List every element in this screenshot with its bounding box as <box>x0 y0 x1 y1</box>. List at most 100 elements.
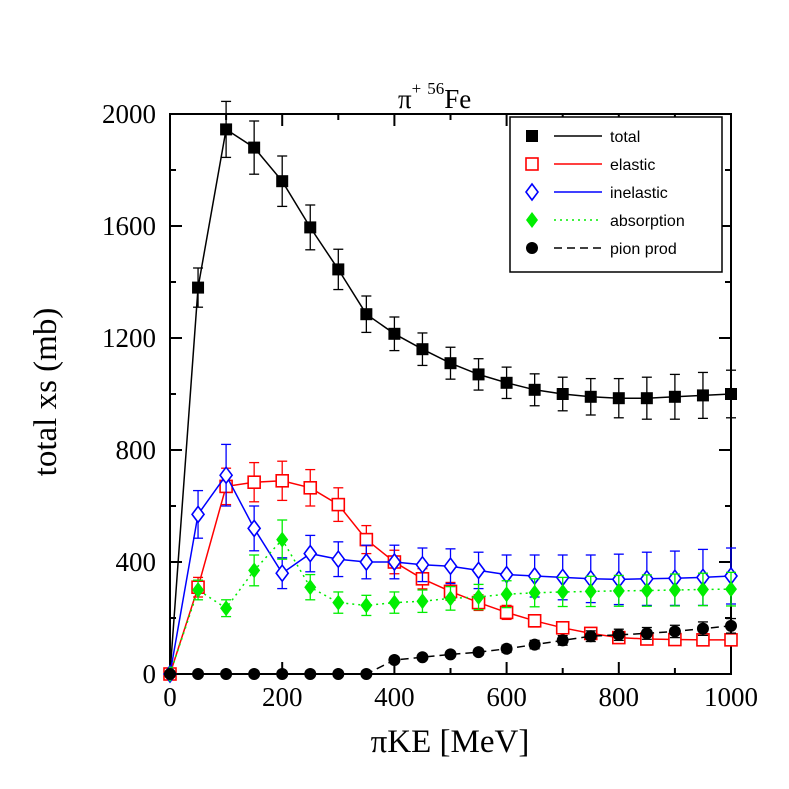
data-point-total <box>444 357 457 370</box>
x-tick-label: 600 <box>486 682 527 712</box>
data-point-absorption <box>388 594 401 611</box>
data-point-absorption <box>304 579 317 596</box>
x-tick-label: 200 <box>262 682 303 712</box>
legend-label-total: total <box>610 129 640 146</box>
data-point-total <box>556 388 569 400</box>
data-point-inelastic <box>443 556 458 576</box>
y-axis-label: total xs (mb) <box>28 308 64 477</box>
series-layer <box>163 100 738 684</box>
data-point-total <box>388 327 401 340</box>
data-point-total <box>304 221 317 234</box>
legend-item-absorption: absorption <box>526 212 685 230</box>
data-point-elastic <box>555 620 570 635</box>
y-tick-label: 1600 <box>102 211 156 241</box>
data-point-total <box>276 175 289 188</box>
data-point-absorption <box>444 590 457 607</box>
data-point-pion-prod <box>332 668 345 680</box>
legend-label-absorption: absorption <box>610 213 685 230</box>
data-point-pion-prod <box>220 668 233 680</box>
x-tick-label: 800 <box>599 682 640 712</box>
data-point-absorption <box>248 562 261 579</box>
legend-marker-elastic <box>525 157 539 171</box>
data-point-inelastic <box>303 544 318 563</box>
x-tick-label: 0 <box>163 682 177 712</box>
y-tick-label: 0 <box>143 659 157 689</box>
data-point-inelastic <box>275 563 290 583</box>
data-point-elastic <box>724 633 738 647</box>
data-point-pion-prod <box>164 668 176 680</box>
legend-item-pion-prod: pion prod <box>526 241 677 258</box>
y-tick-label: 2000 <box>102 99 156 129</box>
chart-title-text: π+ 56Fe <box>398 79 471 114</box>
data-point-total <box>332 263 345 276</box>
data-point-inelastic <box>415 555 430 575</box>
x-tick-label: 400 <box>374 682 415 712</box>
data-point-total <box>220 123 233 136</box>
data-point-elastic <box>247 475 261 490</box>
data-point-pion-prod <box>584 630 597 643</box>
data-point-elastic <box>275 473 290 488</box>
data-point-inelastic <box>247 519 262 538</box>
data-point-pion-prod <box>360 668 373 680</box>
data-point-absorption <box>725 581 737 598</box>
data-point-elastic <box>303 480 318 495</box>
y-tick-label: 400 <box>116 547 157 577</box>
y-tick-label: 800 <box>116 435 157 465</box>
data-point-pion-prod <box>416 651 429 664</box>
data-point-pion-prod <box>192 668 205 680</box>
data-point-total <box>472 368 485 381</box>
data-point-absorption <box>192 582 205 598</box>
legend-marker-total <box>526 130 538 142</box>
title-element: Fe <box>444 84 471 114</box>
data-point-pion-prod <box>668 625 681 638</box>
legend-marker-inelastic <box>525 182 539 202</box>
series-line-pion-prod <box>170 625 732 675</box>
legend-item-inelastic: inelastic <box>525 182 668 202</box>
legend-marker-absorption <box>526 212 538 228</box>
data-point-total <box>416 343 429 356</box>
data-point-total <box>528 383 541 396</box>
data-point-absorption <box>500 586 513 603</box>
data-point-absorption <box>584 583 597 600</box>
data-point-absorption <box>668 582 681 598</box>
title-mass: 56 <box>427 79 444 98</box>
data-point-inelastic <box>191 505 206 524</box>
title-base: π <box>398 84 412 114</box>
data-point-pion-prod <box>444 648 457 661</box>
chart-title: π+ 56Fe <box>398 79 471 114</box>
data-point-pion-prod <box>472 646 485 659</box>
data-point-total <box>584 390 597 403</box>
data-point-pion-prod <box>248 668 261 680</box>
data-point-absorption <box>612 582 625 599</box>
data-point-pion-prod <box>276 668 289 680</box>
data-point-absorption <box>472 589 485 605</box>
data-point-absorption <box>640 582 653 599</box>
axes: 0 200 400 600 800 1000 0 400 800 1200 1600 2000 <box>102 99 758 712</box>
legend-marker-pion-prod <box>526 242 538 254</box>
data-point-elastic <box>527 613 542 628</box>
data-point-total <box>668 390 681 403</box>
legend-label-elastic: elastic <box>610 157 655 174</box>
data-point-pion-prod <box>304 668 317 680</box>
x-axis-label: πKE [MeV] <box>371 724 530 760</box>
series-absorption <box>164 519 737 682</box>
data-point-absorption <box>276 531 289 548</box>
data-point-absorption <box>332 594 345 611</box>
data-point-total <box>696 389 709 402</box>
legend-item-total: total <box>526 129 640 146</box>
x-tick-label: 1000 <box>704 682 758 712</box>
data-point-inelastic <box>359 552 374 572</box>
data-point-pion-prod <box>500 642 513 655</box>
data-point-inelastic <box>471 561 486 580</box>
data-point-total <box>192 281 205 294</box>
data-point-absorption <box>360 597 373 614</box>
legend-label-pion-prod: pion prod <box>610 241 677 258</box>
data-point-inelastic <box>387 552 402 572</box>
data-point-inelastic <box>331 549 346 569</box>
legend: total elastic inelastic absorption pion prod <box>509 116 723 273</box>
data-point-total <box>725 388 737 400</box>
data-point-total <box>640 392 653 405</box>
data-point-total <box>248 141 261 154</box>
legend-box <box>509 116 723 273</box>
data-point-pion-prod <box>612 628 625 641</box>
